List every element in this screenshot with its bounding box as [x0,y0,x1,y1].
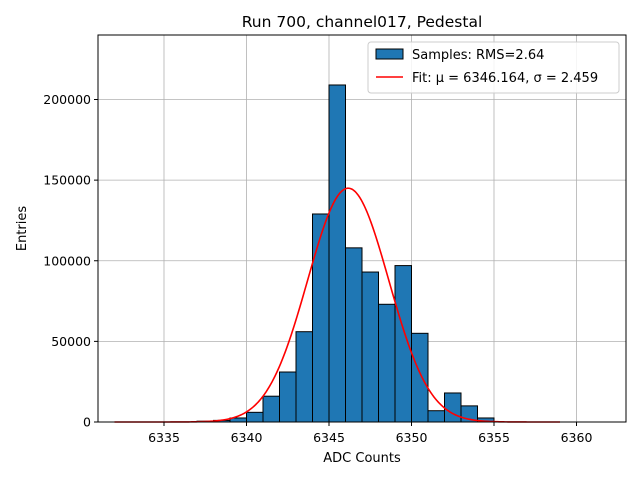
histogram-bar [378,303,396,423]
histogram-bar [279,371,297,423]
histogram-bar [345,247,363,423]
x-tick-label: 6355 [478,430,510,445]
y-axis-label: Entries [15,206,30,252]
y-tick-label: 50000 [51,334,91,349]
histogram-bar [328,84,346,423]
x-tick-label: 6345 [313,430,345,445]
x-tick-label: 6340 [231,430,263,445]
plot-frame [97,34,627,423]
histogram-bar [246,411,264,423]
histogram-bar [427,410,445,423]
histogram-bar [444,392,462,423]
histogram-bars [196,84,495,423]
x-axis-label: ADC Counts [323,451,401,466]
histogram-bar [262,395,280,423]
histogram-bar [312,213,330,423]
x-tick-label: 6360 [561,430,593,445]
legend-label-samples: Samples: RMS=2.64 [412,48,544,63]
legend-box [367,41,620,94]
histogram-bar [295,331,313,423]
legend: Samples: RMS=2.64 Fit: μ = 6346.164, σ =… [367,41,620,94]
x-axis-ticks: 6335 6340 6345 6350 6355 6360 [148,422,592,445]
histogram-bar [411,332,429,423]
y-tick-label: 150000 [43,173,91,188]
y-tick-label: 200000 [43,92,91,107]
x-tick-label: 6335 [148,430,180,445]
x-tick-label: 6350 [396,430,428,445]
y-tick-label: 0 [83,415,91,430]
chart-title: Run 700, channel017, Pedestal [242,13,483,31]
y-tick-label: 100000 [43,253,91,268]
legend-swatch-samples [375,48,404,60]
y-axis-ticks: 0 50000 100000 150000 200000 [43,92,98,430]
histogram-bar [361,271,379,423]
legend-label-fit: Fit: μ = 6346.164, σ = 2.459 [412,71,598,86]
